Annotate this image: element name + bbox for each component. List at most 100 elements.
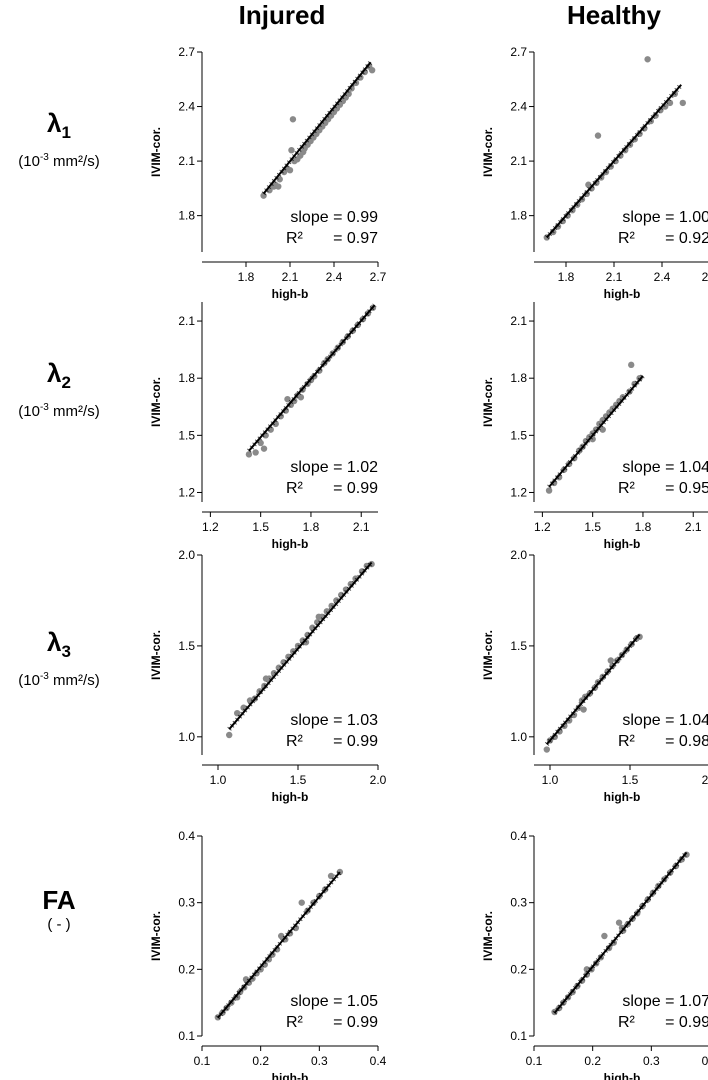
y-axis-label: IVIM-cor. <box>481 630 495 680</box>
data-point <box>315 613 322 621</box>
data-point <box>622 146 629 154</box>
data-point <box>242 976 250 983</box>
y-axis-label: IVIM-cor. <box>149 377 163 427</box>
x-tick-label: 1.0 <box>542 773 559 787</box>
y-tick-label: 2.0 <box>178 548 195 562</box>
y-tick-label: 2.0 <box>510 548 527 562</box>
data-point <box>327 872 335 880</box>
data-point <box>241 984 248 991</box>
data-point <box>287 401 295 409</box>
data-point <box>589 435 596 443</box>
x-tick-label: 0.3 <box>311 1054 328 1068</box>
data-point <box>283 165 291 172</box>
data-point <box>583 966 590 973</box>
data-point <box>574 982 581 990</box>
x-tick-label: 0.2 <box>252 1054 269 1068</box>
data-point <box>657 106 664 114</box>
data-point <box>683 851 690 858</box>
data-point <box>585 181 592 188</box>
x-tick-label: 0.4 <box>702 1054 708 1068</box>
data-point <box>612 401 620 409</box>
data-point <box>631 136 638 143</box>
data-point <box>609 405 616 412</box>
data-point <box>560 999 567 1006</box>
y-tick-label: 1.0 <box>178 730 195 744</box>
data-point <box>219 1009 226 1016</box>
data-point <box>301 145 308 152</box>
data-point <box>319 123 326 130</box>
x-tick-label: 0.3 <box>643 1054 660 1068</box>
data-point <box>275 183 282 190</box>
data-point <box>545 487 553 494</box>
fit-confidence-band <box>544 632 642 746</box>
x-tick-label: 1.2 <box>202 520 219 534</box>
data-point <box>256 688 263 695</box>
data-point <box>580 706 587 713</box>
y-tick-label: 2.7 <box>178 45 195 59</box>
row-unit: (10-3 mm²/s) <box>18 152 100 171</box>
data-point <box>270 183 278 190</box>
data-point <box>616 397 623 405</box>
data-point <box>262 432 269 439</box>
data-point <box>348 85 355 92</box>
data-point <box>321 359 328 367</box>
data-point <box>619 394 627 401</box>
data-point <box>313 130 320 138</box>
y-tick-label: 1.5 <box>510 639 527 653</box>
data-point <box>352 575 359 582</box>
data-point <box>288 146 295 154</box>
fit-line <box>217 871 341 1019</box>
data-point <box>644 896 652 903</box>
data-point <box>566 460 573 468</box>
data-point <box>623 646 630 653</box>
r2-value: = 0.98 <box>665 733 708 750</box>
y-tick-label: 2.7 <box>510 45 527 59</box>
fit-confidence-band <box>544 83 684 240</box>
slope-text: slope = 1.07 <box>622 993 708 1010</box>
data-point <box>304 631 311 639</box>
data-point <box>582 693 589 701</box>
x-tick-label: 2.1 <box>353 520 370 534</box>
data-point <box>543 234 550 241</box>
data-point <box>322 886 329 893</box>
y-tick-label: 2.4 <box>510 100 527 114</box>
data-point <box>277 413 284 420</box>
data-point <box>339 338 346 346</box>
y-tick-label: 0.4 <box>510 829 527 843</box>
data-point <box>578 196 586 203</box>
x-tick-label: 2.1 <box>282 270 299 284</box>
data-point <box>626 141 634 148</box>
data-point <box>576 447 583 454</box>
data-point <box>294 156 301 163</box>
data-point <box>316 126 323 134</box>
x-tick-label: 2.0 <box>702 773 708 787</box>
data-point <box>596 420 603 428</box>
data-point <box>318 613 326 621</box>
x-axis-label: high-b <box>604 790 641 804</box>
data-point <box>569 206 576 214</box>
y-tick-label: 1.5 <box>510 428 527 442</box>
data-point <box>599 673 606 681</box>
row-label-2: λ3 (10-3 mm²/s) <box>0 627 118 691</box>
data-point <box>249 975 256 982</box>
data-point <box>588 966 595 973</box>
data-point <box>579 443 586 450</box>
x-tick-label: 1.5 <box>290 773 307 787</box>
data-point <box>636 130 643 138</box>
data-point <box>245 451 253 458</box>
slope-text: slope = 1.04 <box>622 712 708 729</box>
data-point <box>594 132 602 139</box>
data-point <box>292 924 300 932</box>
data-point <box>574 201 581 208</box>
fit-confidence-band <box>227 560 374 731</box>
data-point <box>550 228 557 236</box>
data-point <box>280 659 287 666</box>
y-tick-label: 2.1 <box>178 314 195 328</box>
slope-text: slope = 1.02 <box>290 459 378 476</box>
data-point <box>300 148 307 156</box>
data-point <box>591 684 598 691</box>
data-point <box>593 179 600 187</box>
data-point <box>223 1004 230 1012</box>
data-point <box>662 103 669 110</box>
data-point <box>304 141 311 148</box>
